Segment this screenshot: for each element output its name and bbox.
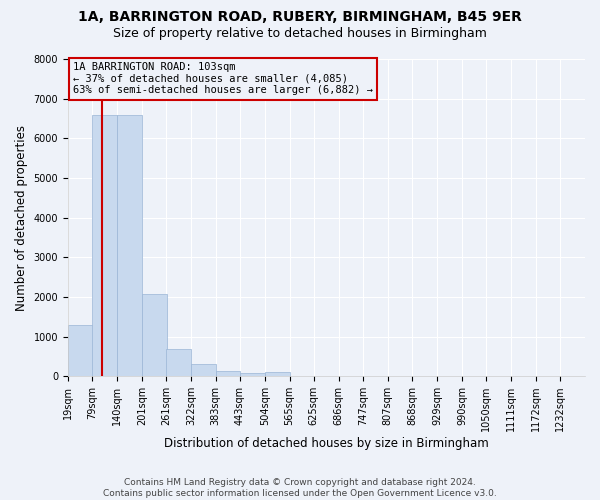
Bar bbox=[68, 324, 92, 376]
Bar bbox=[240, 372, 265, 376]
Bar bbox=[215, 371, 241, 376]
Bar bbox=[166, 350, 191, 376]
X-axis label: Distribution of detached houses by size in Birmingham: Distribution of detached houses by size … bbox=[164, 437, 489, 450]
Text: Contains HM Land Registry data © Crown copyright and database right 2024.
Contai: Contains HM Land Registry data © Crown c… bbox=[103, 478, 497, 498]
Text: 1A BARRINGTON ROAD: 103sqm
← 37% of detached houses are smaller (4,085)
63% of s: 1A BARRINGTON ROAD: 103sqm ← 37% of deta… bbox=[73, 62, 373, 96]
Text: 1A, BARRINGTON ROAD, RUBERY, BIRMINGHAM, B45 9ER: 1A, BARRINGTON ROAD, RUBERY, BIRMINGHAM,… bbox=[78, 10, 522, 24]
Bar bbox=[191, 364, 215, 376]
Y-axis label: Number of detached properties: Number of detached properties bbox=[15, 124, 28, 310]
Bar bbox=[142, 294, 167, 376]
Bar bbox=[117, 114, 142, 376]
Bar bbox=[265, 372, 290, 376]
Bar bbox=[92, 114, 117, 376]
Text: Size of property relative to detached houses in Birmingham: Size of property relative to detached ho… bbox=[113, 28, 487, 40]
